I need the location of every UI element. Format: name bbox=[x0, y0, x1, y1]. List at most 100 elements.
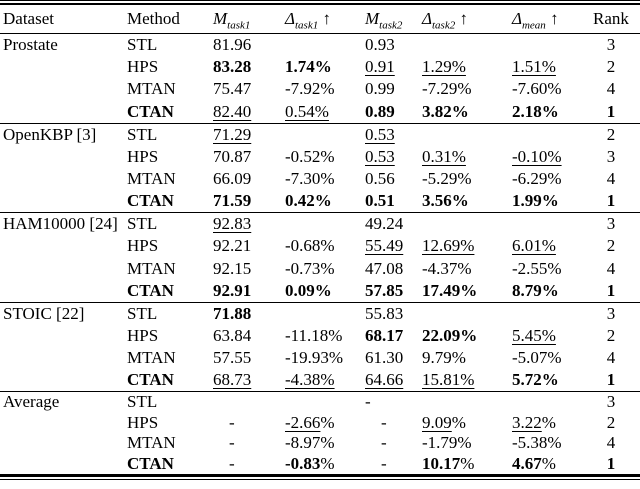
cell-method: MTAN bbox=[124, 257, 210, 279]
cell-value: STL bbox=[127, 214, 158, 234]
math-subscript: task2 bbox=[431, 19, 456, 32]
cell-method: HPS bbox=[124, 235, 210, 257]
cell-value: - bbox=[365, 392, 371, 412]
cell-value: -7.60% bbox=[512, 79, 562, 99]
cell-value: 10.17 bbox=[422, 453, 461, 473]
cell-value: 1.29% bbox=[422, 57, 466, 77]
cell-value: -0.83 bbox=[285, 453, 321, 473]
cell-value: 0.53 bbox=[365, 146, 395, 166]
table-row: HPS 63.84 -11.18% 68.17 22.09% 5.45% 2 bbox=[0, 325, 640, 347]
cell-dm bbox=[509, 213, 589, 235]
cell-m2: 64.66 bbox=[362, 369, 419, 391]
cell-value: -7.29% bbox=[422, 79, 472, 99]
cell-m2: 49.24 bbox=[362, 213, 419, 235]
cell-rank: 2 bbox=[589, 123, 640, 145]
cell-m2: 55.49 bbox=[362, 235, 419, 257]
cell-value: 2 bbox=[606, 57, 616, 77]
cell-method: STL bbox=[124, 34, 210, 56]
cell-dm: -2.55% bbox=[509, 257, 589, 279]
cell-d1: -0.52% bbox=[282, 145, 362, 167]
cell-value: 2 bbox=[606, 412, 616, 432]
table-row: CTAN - -0.83% -10.17% 4.67% 1 bbox=[0, 454, 640, 475]
cell-method: CTAN bbox=[124, 369, 210, 391]
cell-value: 57.55 bbox=[213, 348, 252, 368]
cell-d2: 0.31% bbox=[419, 145, 509, 167]
cell-value: CTAN bbox=[127, 453, 174, 473]
cell-d2: 12.69% bbox=[419, 235, 509, 257]
dataset-group: Average STL -3 HPS - -2.66% -9.09% 3.22% 2 MTAN - -… bbox=[0, 391, 640, 475]
dataset-group: Prostate STL 81.96 0.93 3 HPS 83.28 1.74% 0.91 1.… bbox=[0, 33, 640, 124]
cell-m1: 81.96 bbox=[210, 34, 282, 56]
cell-d1: 0.42% bbox=[282, 190, 362, 212]
cell-d2: 1.29% bbox=[419, 56, 509, 78]
cell-rank: 2 bbox=[589, 56, 640, 78]
column-header-rank: Rank bbox=[593, 8, 629, 28]
top-rule-inner-line bbox=[0, 2, 640, 5]
cell-value: 1.51% bbox=[512, 57, 556, 77]
cell-d1: -0.83% bbox=[282, 454, 362, 475]
cell-d2: 22.09% bbox=[419, 325, 509, 347]
cell-value: 8.79% bbox=[512, 280, 559, 300]
cell-value: - bbox=[381, 412, 387, 432]
cell-m1: 71.59 bbox=[210, 190, 282, 212]
cell-value: 92.15 bbox=[213, 258, 252, 278]
cell-value: 6.01% bbox=[512, 236, 556, 256]
cell-m1: 68.73 bbox=[210, 369, 282, 391]
cell-d1 bbox=[282, 392, 362, 413]
column-header-d1: Δtask1 ↑ bbox=[282, 5, 362, 34]
cell-value: HPS bbox=[127, 146, 159, 166]
results-table: Dataset Method Mtask1 Δtask1 ↑ Mtask2 Δtask2 … bbox=[0, 5, 640, 475]
cell-d2: 15.81% bbox=[419, 369, 509, 391]
header-row: Dataset Method Mtask1 Δtask1 ↑ Mtask2 Δtask2 … bbox=[0, 5, 640, 34]
cell-value: 68.73 bbox=[213, 370, 252, 390]
cell-m2: 0.91 bbox=[362, 56, 419, 78]
cell-m2: 57.85 bbox=[362, 280, 419, 302]
table-bottom-rule bbox=[0, 474, 640, 480]
cell-value: 71.29 bbox=[213, 124, 252, 144]
cell-m1: 82.40 bbox=[210, 101, 282, 123]
math-symbol: M bbox=[365, 8, 380, 28]
cell-value: 1 bbox=[606, 191, 616, 211]
table-row: MTAN - -8.97% - -1.79% -5.38% 4 bbox=[0, 433, 640, 454]
cell-value: 2 bbox=[606, 236, 616, 256]
cell-value: 64.66 bbox=[365, 370, 404, 390]
cell-value: 4 bbox=[606, 79, 616, 99]
cell-value: 1 bbox=[606, 370, 616, 390]
cell-method: HPS bbox=[124, 145, 210, 167]
column-header-m1: Mtask1 bbox=[210, 5, 282, 34]
cell-value: 1.74% bbox=[285, 57, 332, 77]
dataset-label bbox=[0, 325, 124, 347]
cell-value: 15.81% bbox=[422, 370, 475, 390]
cell-d1: -4.38% bbox=[282, 369, 362, 391]
cell-value: 3.82% bbox=[422, 101, 469, 121]
cell-value: 0.42% bbox=[285, 191, 332, 211]
cell-d2: 3.82% bbox=[419, 101, 509, 123]
dataset-label: Average bbox=[3, 392, 60, 412]
cell-d1: 0.09% bbox=[282, 280, 362, 302]
cell-value: 0.99 bbox=[365, 79, 395, 99]
cell-value: -0.10% bbox=[512, 146, 562, 166]
cell-value: HPS bbox=[127, 57, 159, 77]
cell-d2: 3.56% bbox=[419, 190, 509, 212]
cell-rank: 4 bbox=[589, 347, 640, 369]
cell-value: 9.79% bbox=[422, 348, 466, 368]
cell-value: -8.97% bbox=[285, 433, 335, 453]
cell-method: STL bbox=[124, 392, 210, 413]
cell-method: MTAN bbox=[124, 78, 210, 100]
cell-d1: 0.54% bbox=[282, 101, 362, 123]
cell-value: 0.51 bbox=[365, 191, 395, 211]
dataset-label bbox=[0, 235, 124, 257]
cell-value: 12.69% bbox=[422, 236, 475, 256]
math-symbol: Δ bbox=[512, 8, 522, 28]
cell-rank: 3 bbox=[589, 145, 640, 167]
cell-rank: 4 bbox=[589, 168, 640, 190]
cell-value: -0.73% bbox=[285, 258, 335, 278]
cell-d1: -0.73% bbox=[282, 257, 362, 279]
table-row: Average STL - 3 bbox=[0, 392, 640, 413]
cell-value: HPS bbox=[127, 412, 159, 432]
cell-d2 bbox=[419, 392, 509, 413]
cell-value: 0.54% bbox=[285, 101, 329, 121]
cell-m2: - bbox=[362, 412, 419, 433]
cell-value: 3 bbox=[606, 146, 616, 166]
cell-rank: 1 bbox=[589, 369, 640, 391]
